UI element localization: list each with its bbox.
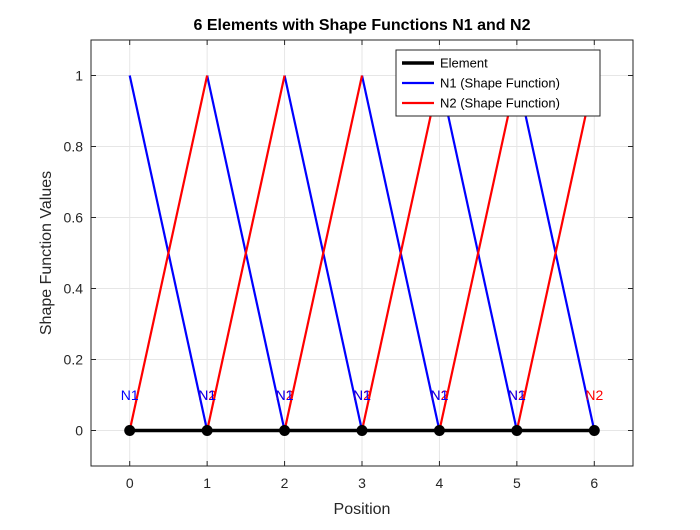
n2-line [128,75,209,431]
x-tick-label: 2 [281,475,289,491]
legend-label: N2 (Shape Function) [440,96,560,111]
node-annotation: N2 [430,387,448,403]
chart-title: 6 Elements with Shape Functions N1 and N… [194,17,531,34]
node-annotation: N1 [353,387,371,403]
legend-label: N1 (Shape Function) [440,76,560,91]
x-tick-label: 3 [358,475,366,491]
x-tick-label: 0 [126,475,134,491]
n2-line [438,75,518,431]
y-tick-label: 0.2 [64,352,84,368]
y-axis-label: Shape Function Values [38,171,55,335]
node-annotation: N1 [276,387,294,403]
x-tick-label: 5 [513,475,521,491]
y-tick-label: 0.8 [64,139,84,155]
element-node-marker [588,425,600,436]
n2-line [515,75,596,431]
node-annotation: N1 [121,387,139,403]
node-annotation: N2 [198,387,216,403]
y-tick-label: 1 [75,68,83,84]
n2-line [283,75,364,431]
node-annotation: N2 [353,387,371,403]
node-annotation: N1 [198,387,216,403]
element-node-marker [356,425,368,436]
legend: Element N1 (Shape Function) N2 (Shape Func… [395,49,601,117]
x-tick-label: 6 [590,475,598,491]
tick-layer: 0 1 2 3 4 5 6 0 0.2 0.4 0.6 0.8 1 [64,40,633,491]
n2-line [360,75,441,431]
n2-line [206,75,286,431]
y-tick-label: 0.4 [64,281,84,297]
series-layer [124,75,600,436]
y-tick-label: 0 [75,423,83,439]
node-annotation: N2 [585,387,603,403]
element-node-marker [124,425,136,436]
node-annotation: N1 [430,387,448,403]
x-tick-label: 1 [203,475,211,491]
node-annotation: N2 [508,387,526,403]
element-node-marker [201,425,213,436]
y-tick-label: 0.6 [64,210,84,226]
element-node-marker [279,425,291,436]
element-node-marker [433,425,445,436]
x-axis-label: Position [334,501,391,518]
legend-label: Element [440,56,488,71]
node-annotation: N2 [276,387,294,403]
element-node-marker [511,425,523,436]
node-annotation: N1 [508,387,526,403]
x-tick-label: 4 [436,475,444,491]
